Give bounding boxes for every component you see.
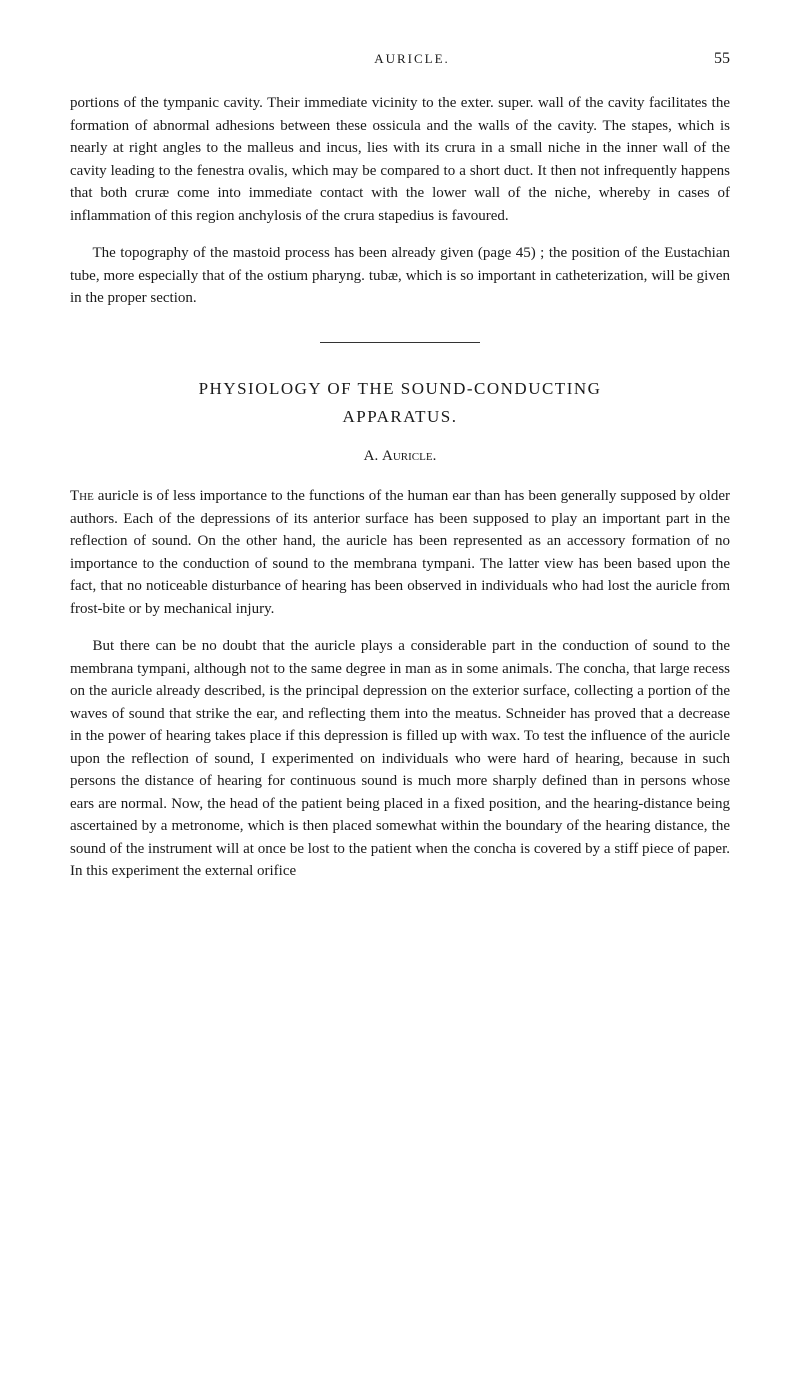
page-header: AURICLE. 55 xyxy=(70,50,730,68)
document-page: AURICLE. 55 portions of the tympanic cav… xyxy=(0,0,800,955)
subsection-name: Auricle. xyxy=(382,448,436,464)
paragraph-4: But there can be no doubt that the auric… xyxy=(70,635,730,883)
section-divider xyxy=(320,342,480,343)
subsection-label: A. xyxy=(364,448,382,464)
subsection-title: A. Auricle. xyxy=(70,448,730,465)
paragraph-3-rest: auricle is of less importance to the fun… xyxy=(70,488,730,617)
paragraph-2: The topography of the mastoid process ha… xyxy=(70,242,730,310)
section-title: PHYSIOLOGY OF THE SOUND-CONDUCTING APPAR… xyxy=(70,375,730,433)
paragraph-3-lead: The xyxy=(70,488,94,504)
section-title-line2: APPARATUS. xyxy=(343,407,458,426)
paragraph-3: The auricle is of less importance to the… xyxy=(70,485,730,620)
paragraph-1: portions of the tympanic cavity. Their i… xyxy=(70,92,730,227)
running-head: AURICLE. xyxy=(110,51,714,67)
page-number: 55 xyxy=(714,50,730,68)
section-title-line1: PHYSIOLOGY OF THE SOUND-CONDUCTING xyxy=(199,379,602,398)
